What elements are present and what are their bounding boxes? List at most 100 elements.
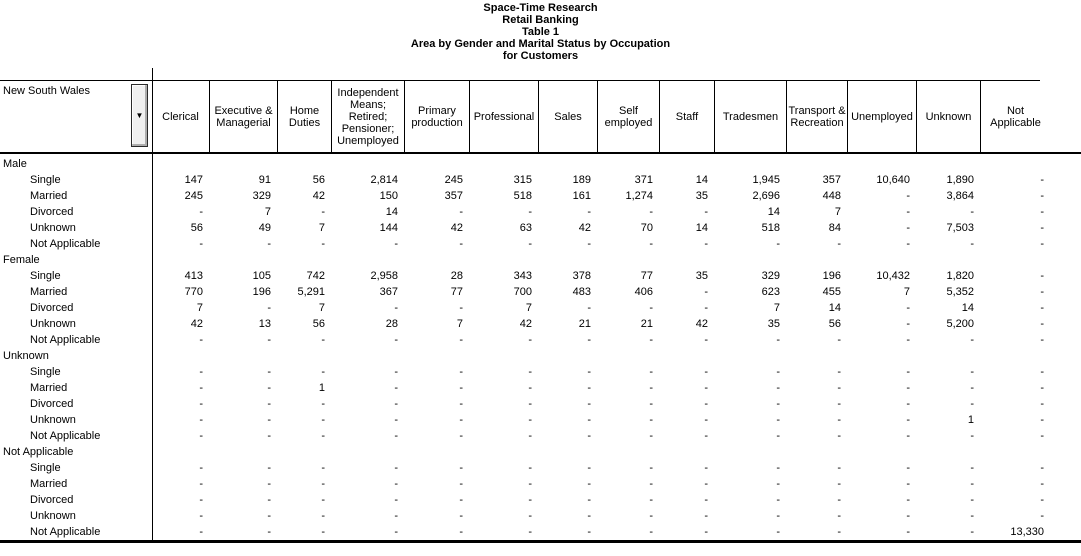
row-label: Single bbox=[30, 270, 61, 282]
table-row: Not Applicable - - - - - - - - - - - - - - bbox=[0, 236, 1050, 252]
data-cell: - bbox=[528, 334, 532, 346]
row-label: Single bbox=[30, 462, 61, 474]
data-cell: - bbox=[837, 366, 841, 378]
table-body: Male Single 147 91 56 2,814 245 315 189 371 14 1,94… bbox=[0, 156, 1050, 540]
data-cell: - bbox=[704, 478, 708, 490]
data-cell: - bbox=[587, 462, 591, 474]
column-header-home-duties: Home Duties bbox=[277, 81, 331, 152]
data-cell: - bbox=[459, 510, 463, 522]
data-cell: - bbox=[459, 478, 463, 490]
chevron-down-icon: ▼ bbox=[135, 110, 144, 120]
data-cell: - bbox=[649, 366, 653, 378]
data-cell: 7 bbox=[834, 206, 841, 218]
data-cell: 14 bbox=[961, 302, 974, 314]
column-headers: Clerical Executive & Managerial Home Dutie… bbox=[152, 81, 1050, 152]
data-cell: - bbox=[394, 462, 398, 474]
table-row: Single 147 91 56 2,814 245 315 189 371 14 1,945 357… bbox=[0, 172, 1050, 188]
data-cell: - bbox=[587, 414, 591, 426]
data-cell: - bbox=[459, 462, 463, 474]
table-row: Unknown 56 49 7 144 42 63 42 70 14 518 84 - 7,503 - bbox=[0, 220, 1050, 236]
row-label: Married bbox=[30, 190, 68, 202]
data-cell: - bbox=[267, 382, 271, 394]
data-cell: - bbox=[199, 334, 203, 346]
table-row: Divorced 7 - 7 - - 7 - - - 7 14 - 14 - bbox=[0, 300, 1050, 316]
data-cell: - bbox=[649, 334, 653, 346]
data-cell: - bbox=[970, 526, 974, 538]
data-cell: 1 bbox=[318, 382, 325, 394]
data-cell: - bbox=[199, 398, 203, 410]
data-cell: - bbox=[970, 430, 974, 442]
data-cell: 189 bbox=[572, 174, 591, 186]
data-cell: 2,958 bbox=[370, 270, 398, 282]
data-cell: - bbox=[837, 382, 841, 394]
column-header-sales: Sales bbox=[538, 81, 597, 152]
data-cell: - bbox=[970, 510, 974, 522]
data-cell: - bbox=[587, 478, 591, 490]
data-cell: 5,291 bbox=[297, 286, 325, 298]
data-cell: - bbox=[199, 414, 203, 426]
row-label: Not Applicable bbox=[30, 334, 101, 346]
data-cell: 14 bbox=[695, 174, 708, 186]
data-cell: - bbox=[199, 206, 203, 218]
data-cell: - bbox=[1040, 318, 1044, 330]
data-cell: 7 bbox=[456, 318, 463, 330]
data-cell: - bbox=[528, 510, 532, 522]
data-cell: - bbox=[837, 414, 841, 426]
table-row: Married 770 196 5,291 367 77 700 483 406 - 623 455 7… bbox=[0, 284, 1050, 300]
data-cell: - bbox=[459, 334, 463, 346]
group-row: Unknown bbox=[0, 348, 1050, 364]
table-bottom-border bbox=[0, 540, 1081, 543]
data-cell: 7 bbox=[264, 206, 271, 218]
data-cell: 84 bbox=[828, 222, 841, 234]
data-cell: 367 bbox=[379, 286, 398, 298]
data-cell: - bbox=[267, 366, 271, 378]
data-cell: 14 bbox=[695, 222, 708, 234]
data-cell: - bbox=[649, 238, 653, 250]
data-cell: - bbox=[199, 430, 203, 442]
column-header-primary-production: Primary production bbox=[404, 81, 469, 152]
column-header-professional: Professional bbox=[469, 81, 538, 152]
data-cell: - bbox=[528, 366, 532, 378]
data-cell: - bbox=[776, 478, 780, 490]
data-cell: 700 bbox=[513, 286, 532, 298]
data-cell: - bbox=[649, 526, 653, 538]
data-cell: - bbox=[906, 510, 910, 522]
group-row: Not Applicable bbox=[0, 444, 1050, 460]
data-cell: - bbox=[528, 526, 532, 538]
data-cell: - bbox=[970, 334, 974, 346]
column-header-staff: Staff bbox=[659, 81, 714, 152]
data-cell: - bbox=[1040, 190, 1044, 202]
data-cell: - bbox=[1040, 478, 1044, 490]
data-cell: - bbox=[837, 462, 841, 474]
data-cell: - bbox=[267, 430, 271, 442]
data-cell: - bbox=[199, 382, 203, 394]
data-cell: - bbox=[704, 206, 708, 218]
data-cell: 196 bbox=[822, 270, 841, 282]
area-dropdown-button[interactable]: ▼ bbox=[131, 84, 148, 147]
data-cell: 14 bbox=[767, 206, 780, 218]
row-label: Unknown bbox=[30, 318, 76, 330]
report-title-block: Space-Time Research Retail Banking Table… bbox=[0, 2, 1081, 62]
data-cell: - bbox=[776, 382, 780, 394]
data-cell: - bbox=[704, 526, 708, 538]
data-cell: - bbox=[776, 430, 780, 442]
data-cell: - bbox=[394, 238, 398, 250]
data-cell: 1,945 bbox=[752, 174, 780, 186]
data-cell: - bbox=[906, 302, 910, 314]
data-cell: - bbox=[199, 366, 203, 378]
row-label: Unknown bbox=[30, 222, 76, 234]
data-cell: 13 bbox=[258, 318, 271, 330]
data-cell: - bbox=[459, 206, 463, 218]
data-cell: - bbox=[528, 238, 532, 250]
data-cell: - bbox=[906, 430, 910, 442]
data-cell: - bbox=[704, 286, 708, 298]
data-cell: - bbox=[199, 526, 203, 538]
data-cell: - bbox=[1040, 302, 1044, 314]
data-cell: - bbox=[321, 206, 325, 218]
data-cell: - bbox=[587, 302, 591, 314]
data-cell: - bbox=[1040, 430, 1044, 442]
data-cell: - bbox=[906, 238, 910, 250]
area-selector-label: New South Wales bbox=[3, 85, 91, 97]
data-cell: - bbox=[587, 238, 591, 250]
data-cell: - bbox=[776, 494, 780, 506]
